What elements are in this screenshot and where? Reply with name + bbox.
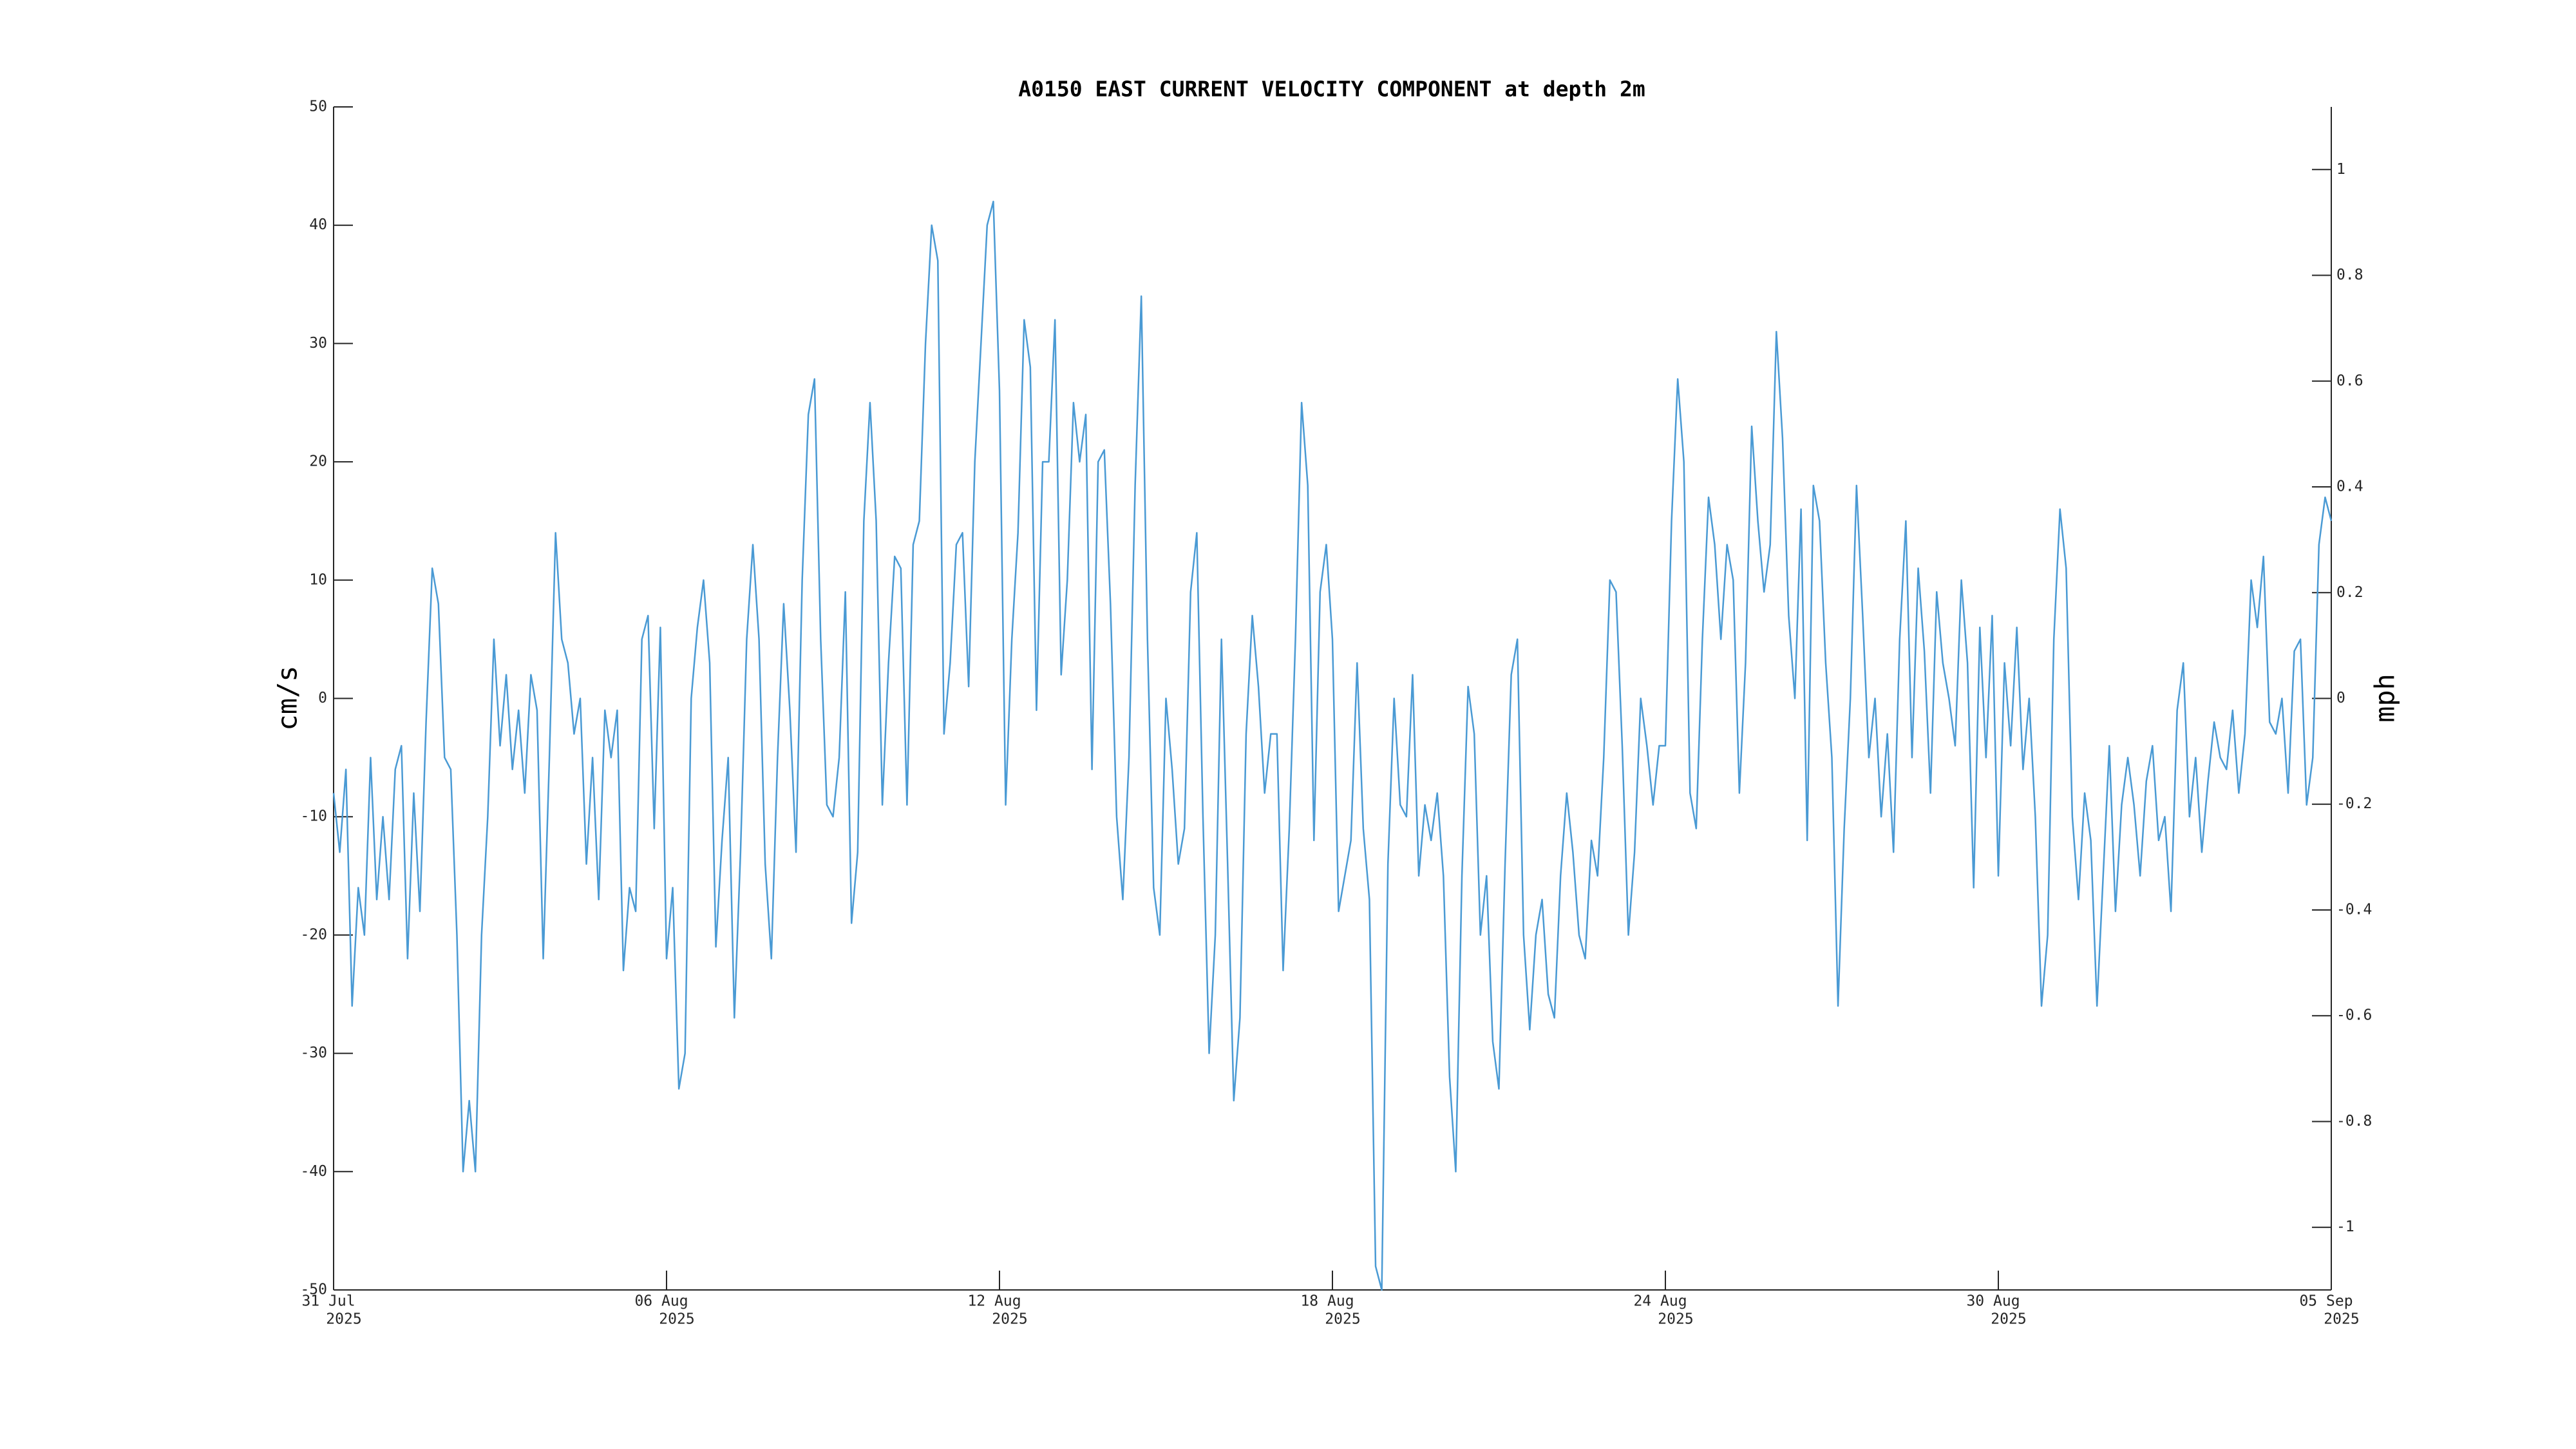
- y2-tick-label: 0: [2336, 690, 2345, 706]
- y-tick-label: 50: [309, 99, 327, 115]
- y-tick-label: 10: [309, 571, 327, 588]
- y-tick-label: -30: [300, 1045, 327, 1061]
- x-tick-year: 2025: [1991, 1311, 2026, 1328]
- x-tick-year: 2025: [1658, 1311, 1693, 1328]
- x-tick-year: 2025: [992, 1311, 1027, 1328]
- x-tick-year: 2025: [659, 1311, 694, 1328]
- x-tick-label: 30 Aug: [1966, 1293, 2020, 1310]
- x-tick-label: 31 Jul: [301, 1293, 355, 1310]
- y2-axis-label: mph: [2369, 674, 2401, 723]
- x-tick-label: 18 Aug: [1300, 1293, 1354, 1310]
- y2-tick-label: 0.2: [2336, 584, 2363, 601]
- y-tick-label: -10: [300, 808, 327, 825]
- y2-tick-label: -0.2: [2336, 795, 2372, 812]
- x-tick-year: 2025: [326, 1311, 361, 1328]
- x-tick-year: 2025: [1325, 1311, 1360, 1328]
- y-tick-label: 30: [309, 335, 327, 352]
- data-line: [332, 200, 2333, 1291]
- chart-title: A0150 EAST CURRENT VELOCITY COMPONENT at…: [1018, 77, 1645, 102]
- x-tick-label: 06 Aug: [634, 1293, 688, 1310]
- y2-tick-label: -0.4: [2336, 901, 2372, 918]
- y2-tick-label: 0.6: [2336, 372, 2363, 389]
- y-tick-label: -40: [300, 1163, 327, 1180]
- x-tick-year: 2025: [2324, 1311, 2359, 1328]
- y2-tick-label: -1: [2336, 1218, 2354, 1235]
- y2-tick-label: -0.6: [2336, 1007, 2372, 1024]
- x-tick-label: 24 Aug: [1633, 1293, 1687, 1310]
- y2-tick-label: 0.8: [2336, 267, 2363, 283]
- y-axis-label: cm/s: [272, 665, 303, 730]
- y-tick-label: 20: [309, 453, 327, 470]
- y2-tick-label: -0.8: [2336, 1113, 2372, 1130]
- y-tick-label: 40: [309, 216, 327, 233]
- y2-tick-label: 1: [2336, 161, 2345, 178]
- y-tick-label: -50: [300, 1282, 327, 1298]
- y2-tick-label: 0.4: [2336, 478, 2363, 495]
- y-tick-label: 0: [318, 690, 327, 706]
- x-tick-label: 12 Aug: [967, 1293, 1021, 1310]
- x-tick-label: 05 Sep: [2299, 1293, 2353, 1310]
- y-tick-label: -20: [300, 926, 327, 943]
